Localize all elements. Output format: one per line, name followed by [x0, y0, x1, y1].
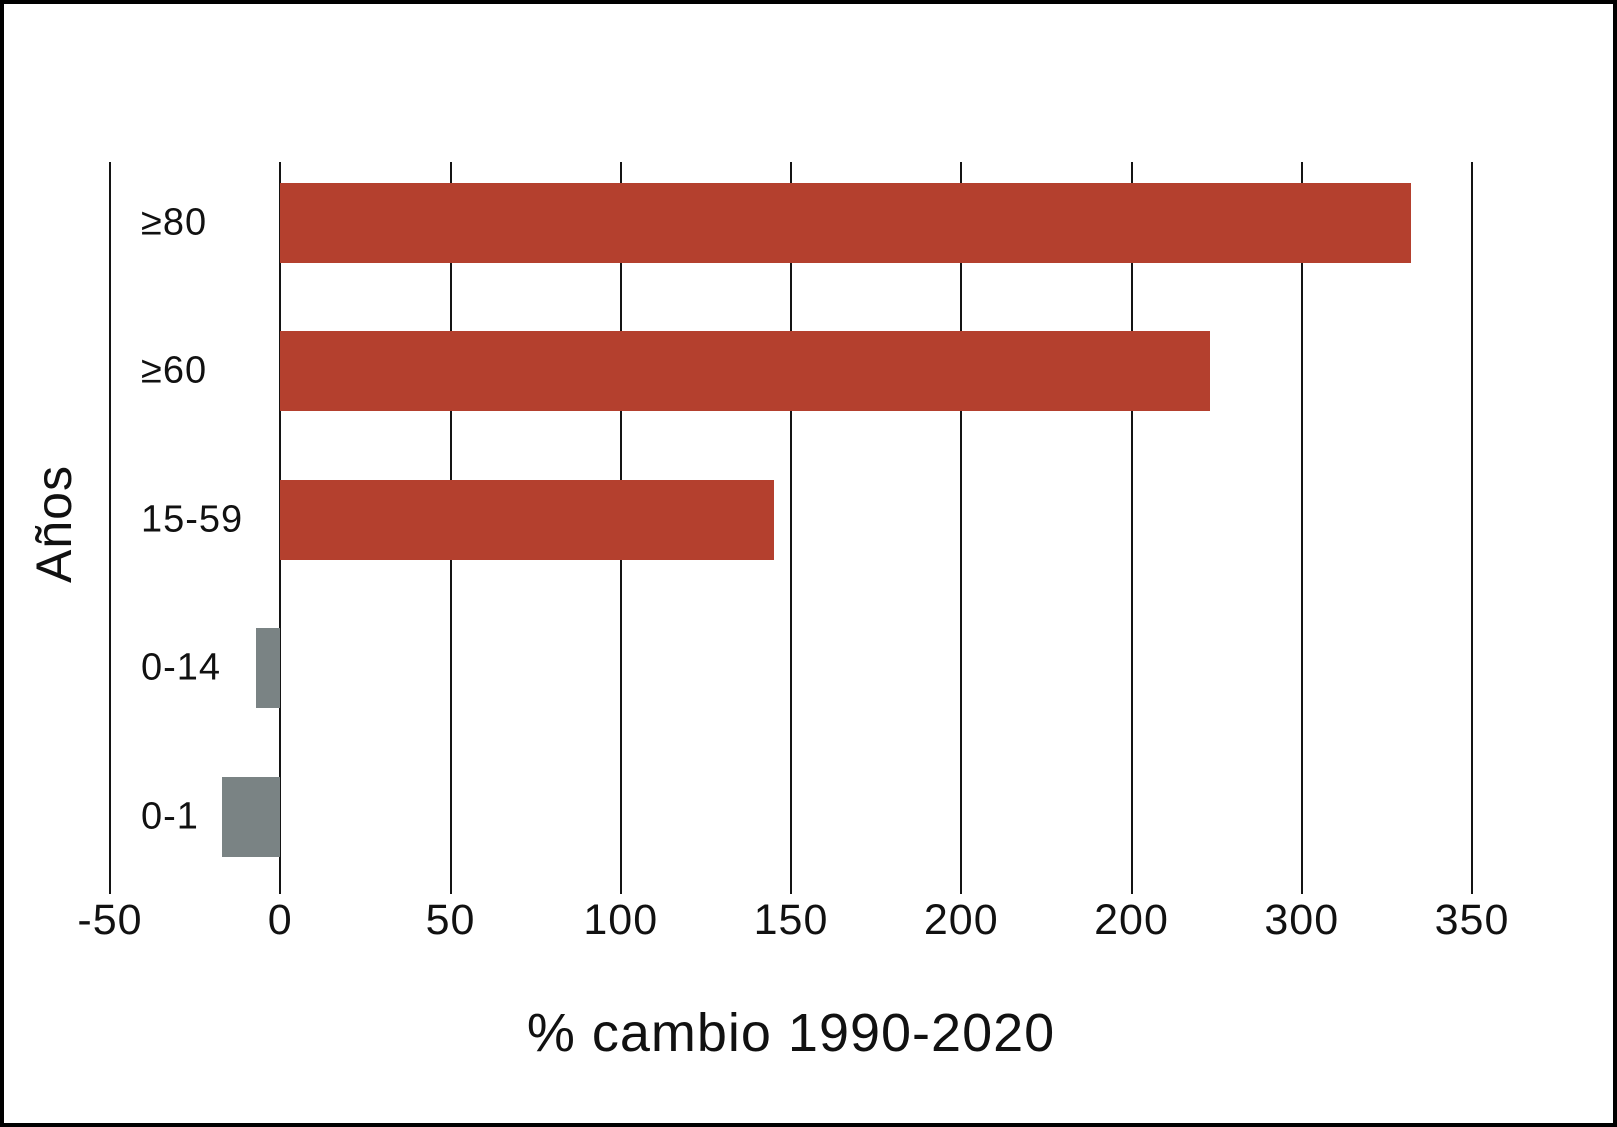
x-tick-label: 200 — [923, 896, 999, 944]
gridline — [1471, 162, 1473, 894]
bar — [222, 776, 281, 857]
x-tick-label: 350 — [1434, 896, 1510, 944]
x-tick-label: 200 — [1094, 896, 1169, 944]
x-tick-label: 150 — [753, 896, 829, 944]
category-label: ≥80 — [141, 201, 208, 244]
y-axis-title: Años — [26, 465, 82, 583]
bar — [280, 183, 1411, 263]
category-label: 15-59 — [141, 498, 244, 541]
gridline — [790, 162, 792, 894]
x-tick-label: 0 — [267, 896, 293, 944]
x-tick-label: -50 — [77, 896, 143, 944]
x-tick-label: 100 — [583, 896, 659, 944]
bar — [280, 331, 1210, 412]
plot-area: ≥80 ≥60 15-59 0-14 0-1 — [109, 162, 1473, 894]
category-label: 0-1 — [141, 795, 199, 838]
x-axis-tick-labels: -50 0 50 100 150 200 200 300 350 — [77, 896, 1508, 956]
gridline — [109, 162, 111, 894]
category-label: ≥60 — [141, 349, 208, 392]
gridline — [1130, 162, 1133, 894]
x-axis-title: % cambio 1990-2020 — [526, 1003, 1056, 1063]
bar — [256, 628, 281, 709]
gridline — [1300, 162, 1303, 894]
bar — [280, 479, 774, 560]
x-tick-label: 300 — [1264, 896, 1340, 944]
gridline — [960, 162, 963, 894]
x-tick-label: 50 — [425, 896, 476, 944]
category-label: 0-14 — [141, 646, 222, 689]
